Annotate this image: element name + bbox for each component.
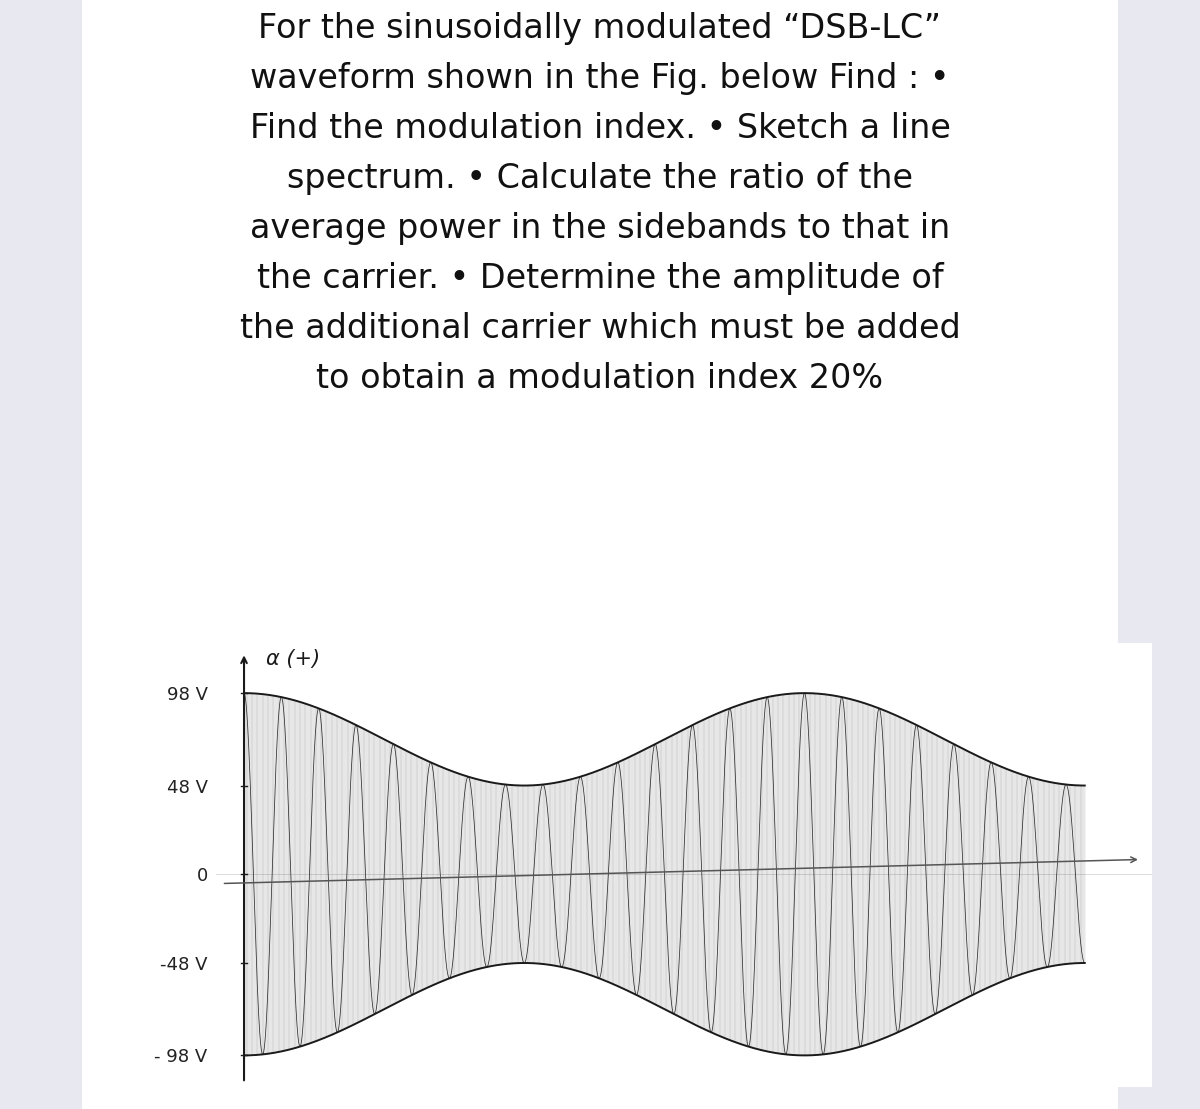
Text: α (+): α (+) bbox=[266, 650, 320, 670]
Text: For the sinusoidally modulated “DSB-LC”
waveform shown in the Fig. below Find : : For the sinusoidally modulated “DSB-LC” … bbox=[240, 12, 960, 395]
